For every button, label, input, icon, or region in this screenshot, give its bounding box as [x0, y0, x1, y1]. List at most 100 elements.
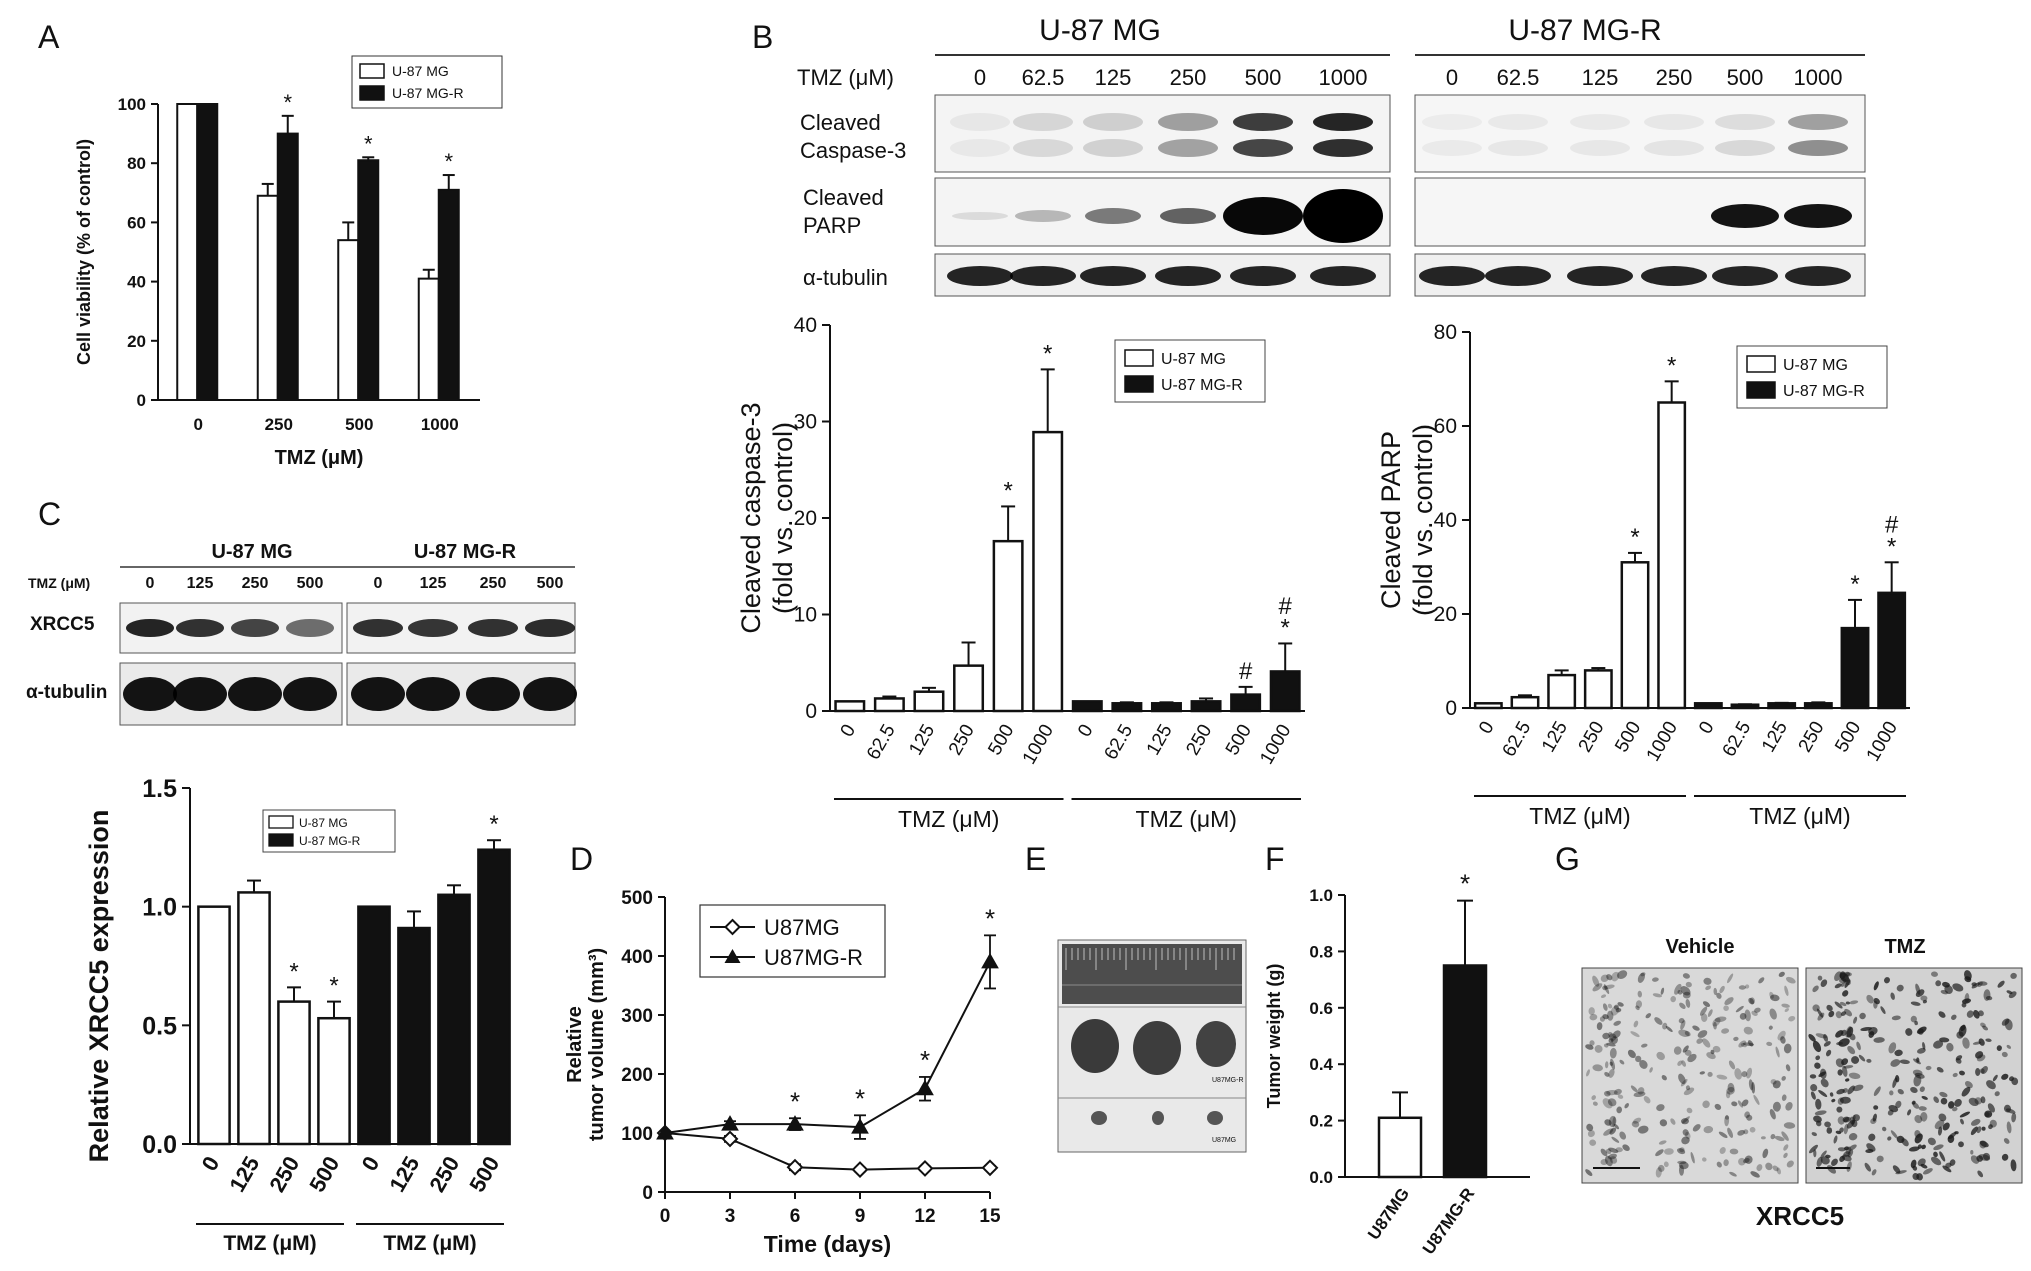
nucleus	[1744, 1009, 1751, 1022]
band	[1712, 266, 1778, 286]
nucleus	[1697, 1030, 1708, 1038]
band	[1488, 140, 1548, 156]
nucleus	[1606, 1010, 1614, 1021]
nucleus	[1844, 1146, 1849, 1151]
nucleus	[1958, 1025, 1967, 1037]
nucleus	[1718, 1131, 1728, 1139]
nucleus	[1678, 1029, 1690, 1037]
x-tick-label: 15	[979, 1206, 1001, 1227]
nucleus	[1744, 1155, 1753, 1164]
bar	[913, 690, 945, 713]
tumor-parental-3	[1207, 1111, 1223, 1125]
nucleus	[1604, 1061, 1609, 1069]
y-tick-label: 0.0	[1309, 1168, 1333, 1187]
legend-label: U-87 MG	[1161, 351, 1226, 368]
nucleus	[1633, 1091, 1646, 1098]
nucleus	[2006, 1121, 2012, 1134]
bar	[357, 159, 380, 401]
nucleus	[1592, 1064, 1603, 1072]
nucleus	[1761, 1136, 1766, 1140]
nucleus	[1606, 974, 1613, 981]
nucleus	[1768, 1025, 1773, 1030]
panel-letter-c: C	[38, 496, 61, 532]
dose-label: 0	[974, 65, 986, 90]
nucleus	[1724, 997, 1734, 1006]
nucleus	[1936, 1067, 1944, 1073]
nucleus	[1939, 1037, 1950, 1043]
bar	[397, 926, 431, 1146]
nucleus	[1716, 1074, 1728, 1080]
band	[1310, 266, 1376, 286]
nucleus	[1868, 1026, 1878, 1036]
nucleus	[2001, 1153, 2009, 1161]
dose-label: 62.5	[1022, 65, 1065, 90]
nucleus	[1817, 975, 1823, 981]
blot-b-cell-line-1: U-87 MG	[1039, 14, 1161, 47]
nucleus	[1892, 1165, 1901, 1174]
x-tick-label: 0	[837, 721, 860, 741]
y-tick-label: 300	[621, 1006, 653, 1027]
nucleus	[1682, 991, 1691, 999]
nucleus	[1602, 1032, 1610, 1040]
nucleus	[1692, 1025, 1700, 1031]
nucleus	[1772, 1101, 1781, 1112]
bar	[1620, 561, 1650, 710]
nucleus	[1959, 1111, 1971, 1118]
y-tick-label: 40	[794, 314, 817, 337]
blot-b-box-caspase-left	[934, 94, 1391, 173]
x-tick-label: 125	[905, 721, 939, 759]
tumor-label-parental: U87MG	[1212, 1137, 1236, 1144]
nucleus	[1678, 1161, 1689, 1170]
nucleus	[1974, 1097, 1983, 1105]
nucleus	[1781, 1076, 1786, 1081]
x-tick-label: 0	[357, 1152, 385, 1175]
x-tick-label: 250	[1182, 721, 1216, 759]
tumor-photo: U87MG-R U87MG	[1057, 939, 1247, 1153]
bar	[196, 103, 219, 401]
significance-mark-0: *	[790, 1086, 800, 1116]
bar	[337, 239, 360, 401]
nucleus	[1699, 1006, 1708, 1016]
nucleus	[1844, 1008, 1853, 1017]
nucleus	[1726, 1086, 1735, 1095]
x-tick-label: 1000	[1019, 721, 1058, 768]
nucleus	[1627, 1049, 1636, 1059]
nucleus	[1978, 1010, 1984, 1017]
ihc-col-label-tmz: TMZ	[1884, 936, 1925, 958]
nucleus	[1658, 1164, 1665, 1172]
tumor-photo-ruler	[1062, 944, 1242, 1004]
x-axis-title: TMZ (μM)	[1136, 806, 1237, 832]
nucleus	[1680, 986, 1691, 996]
nucleus	[1775, 1046, 1780, 1058]
x-tick-label: 3	[725, 1206, 736, 1227]
nucleus	[1637, 972, 1646, 983]
y-tick-label: 40	[127, 273, 146, 292]
nucleus	[2004, 1018, 2013, 1031]
dose-label: 0	[374, 575, 383, 592]
x-tick-label: 250	[1575, 718, 1609, 756]
nucleus	[1954, 1098, 1962, 1107]
nucleus	[1753, 1094, 1760, 1105]
band	[231, 619, 279, 637]
nucleus	[1737, 1100, 1744, 1108]
bar	[437, 188, 460, 401]
bar	[992, 539, 1024, 713]
nucleus	[1856, 1041, 1861, 1051]
nucleus	[1938, 1011, 1946, 1018]
nucleus	[1604, 1119, 1612, 1126]
nucleus	[1723, 1005, 1729, 1011]
significance-mark-0: *	[985, 903, 995, 933]
x-tick-label: 1000	[1256, 721, 1295, 768]
nucleus	[1727, 1127, 1734, 1138]
nucleus	[1810, 1091, 1816, 1100]
nucleus	[1744, 1111, 1750, 1118]
nucleus	[1637, 990, 1643, 998]
band	[525, 619, 575, 637]
nucleus	[1982, 1025, 1989, 1031]
y-tick-label: 0.5	[142, 1012, 177, 1040]
nucleus	[1716, 1161, 1722, 1168]
nucleus	[1607, 1003, 1613, 1009]
nucleus	[1592, 975, 1600, 987]
blot-b-bands	[947, 113, 1852, 286]
